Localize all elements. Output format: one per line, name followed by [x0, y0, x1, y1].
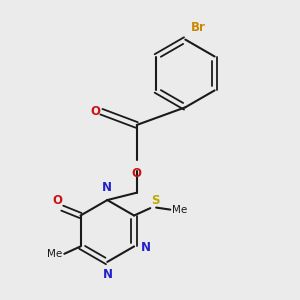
Text: N: N: [103, 268, 113, 281]
Text: O: O: [132, 167, 142, 180]
Text: N: N: [102, 181, 112, 194]
Text: Me: Me: [47, 249, 62, 259]
Text: S: S: [152, 194, 160, 207]
Text: N: N: [141, 242, 151, 254]
Text: O: O: [90, 105, 100, 118]
Text: O: O: [52, 194, 62, 207]
Text: Br: Br: [190, 21, 206, 34]
Text: Me: Me: [172, 205, 187, 214]
